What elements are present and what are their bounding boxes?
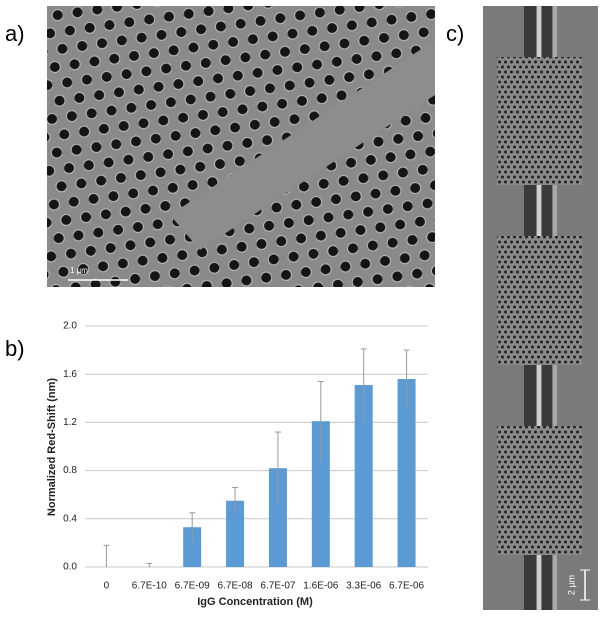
x-tick-label: 6.7E-10 [132,581,167,592]
y-tick-label: 1.6 [63,369,77,380]
bar [397,379,416,567]
x-tick-label: 0 [104,581,110,592]
panel-label: c) [446,21,464,46]
error-bar [232,486,239,514]
bar [183,527,202,567]
bar [354,385,373,567]
x-tick-label: 6.7E-06 [389,581,424,592]
error-bar [189,512,196,542]
error-bar [103,544,110,567]
error-bar [317,380,324,461]
y-tick-label: 2.0 [63,321,77,332]
x-tick-label: 6.7E-09 [175,581,210,592]
x-tick-label: 1.6E-06 [303,581,338,592]
bar-chart: 0.0 0.4 0.8 1.2 1.6 2.0 0 6.7E-10 6.7E-09 6.7E-08… [63,321,428,592]
y-tick-label: 0.0 [63,562,77,573]
bar [226,500,245,567]
bar [311,421,330,567]
error-bar [360,348,367,422]
y-axis-title: Normalized Red-Shift (nm) [46,378,58,516]
x-tick-label: 6.7E-07 [260,581,295,592]
sem-image-c: 2 µm [483,6,598,610]
y-tick-label: 0.8 [63,465,77,476]
y-tick-label: 0.4 [63,513,77,524]
error-bar [146,562,153,567]
x-tick-label: 6.7E-08 [218,581,253,592]
x-axis-title: IgG Concentration (M) [197,596,313,608]
y-tick-label: 1.2 [63,417,77,428]
panel-label: a) [5,21,25,46]
scale-bar-label: 2 µm [566,575,576,595]
bar [268,468,287,567]
scale-bar-label: 1 µm [70,266,88,275]
error-bar [403,349,410,408]
error-bar [274,431,281,505]
x-tick-label: 3.3E-06 [346,581,381,592]
sem-image-a: 1 µm [47,6,435,287]
panel-label: b) [5,336,25,361]
